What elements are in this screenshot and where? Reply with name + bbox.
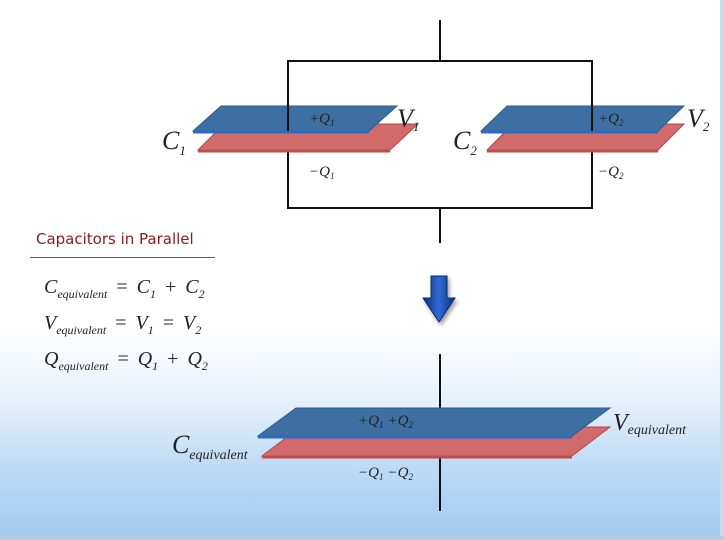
c1-charge-bottom: −Q1 (309, 164, 334, 181)
c2-label: C2 (453, 126, 477, 158)
c2-charge-bottom: −Q2 (598, 164, 624, 181)
capacitor-c1 (191, 61, 420, 153)
veq-label: Vequivalent (613, 410, 687, 438)
c2-top-plate (479, 105, 686, 132)
v2-label: V2 (687, 104, 710, 134)
equation-capacitance: Cequivalent = C1 + C2 (44, 276, 205, 301)
equation-voltage: Vequivalent = V1 = V2 (44, 312, 202, 337)
ceq-label: Cequivalent (172, 430, 249, 463)
c1-charge-top: +Q1 (309, 111, 334, 128)
c1-label: C1 (162, 126, 186, 158)
v1-label: V1 (397, 104, 419, 134)
equation-charge: Qequivalent = Q1 + Q2 (44, 348, 208, 373)
window-frame-bottom (0, 536, 724, 540)
ceq-charge-bottom: −Q1 −Q2 (358, 465, 413, 482)
window-frame-right (720, 0, 724, 540)
down-arrow-icon (422, 275, 456, 323)
c1-top-plate (191, 105, 399, 132)
c2-charge-top: +Q2 (598, 111, 624, 128)
title-divider (30, 257, 215, 258)
ceq-top-plate (256, 407, 612, 437)
capacitor-c2 (479, 61, 686, 153)
capacitor-equivalent (256, 407, 612, 459)
panel-title: Capacitors in Parallel (36, 230, 194, 248)
ceq-charge-top: +Q1 +Q2 (358, 413, 413, 430)
